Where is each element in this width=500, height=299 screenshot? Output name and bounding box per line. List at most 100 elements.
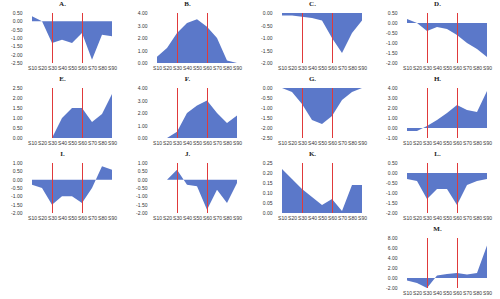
svg-text:S30: S30: [173, 215, 182, 221]
svg-text:0.00: 0.00: [388, 275, 398, 281]
svg-text:S20: S20: [413, 215, 422, 221]
svg-text:-1.00: -1.00: [386, 135, 398, 141]
svg-text:S60: S60: [453, 65, 462, 71]
svg-text:S20: S20: [163, 65, 172, 71]
svg-text:0.15: 0.15: [263, 180, 273, 186]
svg-text:S80: S80: [223, 140, 232, 146]
svg-text:S40: S40: [183, 65, 192, 71]
svg-text:-0.50: -0.50: [11, 27, 23, 33]
svg-text:S20: S20: [163, 140, 172, 146]
svg-text:0.50: 0.50: [388, 10, 398, 16]
svg-text:S10: S10: [28, 215, 37, 221]
svg-text:-2.00: -2.00: [11, 210, 23, 216]
svg-text:S90: S90: [108, 65, 117, 71]
svg-text:-1.50: -1.50: [386, 50, 398, 56]
svg-text:S30: S30: [423, 290, 432, 296]
svg-text:1.50: 1.50: [13, 105, 23, 111]
svg-text:S60: S60: [203, 140, 212, 146]
svg-text:S80: S80: [348, 215, 357, 221]
svg-text:S80: S80: [223, 215, 232, 221]
svg-text:S40: S40: [58, 140, 67, 146]
svg-text:S80: S80: [223, 65, 232, 71]
svg-text:0.10: 0.10: [263, 190, 273, 196]
svg-text:S80: S80: [98, 65, 107, 71]
svg-text:S20: S20: [38, 215, 47, 221]
svg-text:S10: S10: [28, 65, 37, 71]
svg-text:4.00: 4.00: [138, 85, 148, 91]
svg-text:-0.50: -0.50: [11, 185, 23, 191]
svg-text:0.00: 0.00: [138, 135, 148, 141]
svg-text:S60: S60: [453, 140, 462, 146]
svg-text:S70: S70: [88, 140, 97, 146]
svg-text:S10: S10: [153, 65, 162, 71]
svg-text:-0.50: -0.50: [261, 23, 273, 29]
svg-text:S60: S60: [78, 140, 87, 146]
svg-text:S40: S40: [308, 215, 317, 221]
svg-text:1.00: 1.00: [138, 48, 148, 54]
svg-text:S70: S70: [213, 215, 222, 221]
svg-text:S70: S70: [88, 215, 97, 221]
svg-text:S50: S50: [318, 65, 327, 71]
svg-text:S80: S80: [473, 215, 482, 221]
svg-text:0.00: 0.00: [13, 177, 23, 183]
svg-text:0.00: 0.00: [263, 85, 273, 91]
svg-text:S20: S20: [288, 215, 297, 221]
svg-text:0.50: 0.50: [388, 160, 398, 166]
svg-text:S70: S70: [463, 65, 472, 71]
svg-text:S50: S50: [193, 65, 202, 71]
svg-text:S10: S10: [403, 215, 412, 221]
svg-text:S70: S70: [338, 65, 347, 71]
svg-text:0.00: 0.00: [263, 10, 273, 16]
svg-text:-2.00: -2.00: [386, 210, 398, 216]
svg-text:2.00: 2.00: [13, 95, 23, 101]
svg-text:S80: S80: [473, 140, 482, 146]
svg-text:S20: S20: [163, 215, 172, 221]
svg-text:S50: S50: [443, 65, 452, 71]
svg-text:S30: S30: [173, 65, 182, 71]
svg-text:S10: S10: [278, 140, 287, 146]
svg-text:S80: S80: [473, 290, 482, 296]
svg-text:S20: S20: [38, 140, 47, 146]
svg-text:0.00: 0.00: [263, 210, 273, 216]
svg-text:S90: S90: [233, 140, 242, 146]
svg-text:S60: S60: [203, 65, 212, 71]
svg-text:S70: S70: [213, 140, 222, 146]
svg-text:S30: S30: [48, 140, 57, 146]
svg-text:3.00: 3.00: [388, 95, 398, 101]
svg-text:-1.00: -1.00: [261, 105, 273, 111]
svg-text:S30: S30: [173, 140, 182, 146]
svg-text:-1.00: -1.00: [261, 35, 273, 41]
svg-text:S90: S90: [483, 290, 492, 296]
svg-text:0.00: 0.00: [388, 170, 398, 176]
svg-text:0.00: 0.00: [13, 18, 23, 24]
svg-text:S30: S30: [48, 215, 57, 221]
svg-text:0.00: 0.00: [388, 20, 398, 26]
svg-text:S40: S40: [433, 290, 442, 296]
svg-text:-0.50: -0.50: [261, 95, 273, 101]
svg-text:-2.50: -2.50: [11, 60, 23, 66]
svg-text:-1.50: -1.50: [386, 200, 398, 206]
svg-text:8.00: 8.00: [388, 235, 398, 241]
svg-text:-0.50: -0.50: [386, 30, 398, 36]
svg-text:S50: S50: [318, 215, 327, 221]
svg-text:S60: S60: [78, 65, 87, 71]
svg-text:S80: S80: [98, 215, 107, 221]
svg-text:S40: S40: [183, 140, 192, 146]
svg-text:S90: S90: [358, 215, 367, 221]
svg-text:S60: S60: [78, 215, 87, 221]
svg-text:-2.00: -2.00: [386, 285, 398, 291]
svg-text:S50: S50: [68, 65, 77, 71]
svg-text:0.05: 0.05: [263, 200, 273, 206]
svg-text:S60: S60: [203, 215, 212, 221]
svg-text:1.00: 1.00: [138, 160, 148, 166]
svg-text:S40: S40: [433, 215, 442, 221]
svg-text:S50: S50: [318, 140, 327, 146]
svg-text:1.00: 1.00: [138, 123, 148, 129]
svg-text:2.00: 2.00: [388, 105, 398, 111]
svg-text:2.00: 2.00: [138, 110, 148, 116]
svg-text:S10: S10: [153, 140, 162, 146]
svg-text:-0.50: -0.50: [136, 185, 148, 191]
svg-text:S30: S30: [423, 140, 432, 146]
svg-text:S10: S10: [403, 65, 412, 71]
svg-text:2.00: 2.00: [138, 35, 148, 41]
